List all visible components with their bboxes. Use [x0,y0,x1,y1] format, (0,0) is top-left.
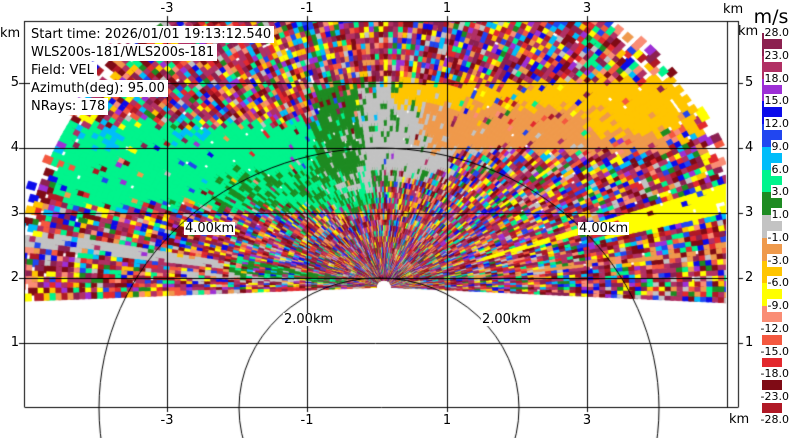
colorbar [762,33,782,420]
y-tick-label-left: 3 [10,205,19,220]
y-tick-label-left: 2 [10,270,19,285]
x-tick-label-bottom: -1 [300,413,314,428]
colorbar-tick-label: -12.0 [759,321,790,335]
x-tick-label-bottom: 1 [442,413,452,428]
instrument-text: WLS200s-181/WLS200s-181 [30,44,218,61]
colorbar-tick-label: 1.0 [770,208,790,222]
azimuth-text: Azimuth(deg): 95.00 [30,80,168,97]
range-ring-label-2km-west: 2.00km [283,312,335,327]
colorbar-tick-label: 9.0 [770,139,790,153]
colorbar-tick-label: 6.0 [770,162,790,176]
colorbar-tick-label: -15.0 [759,344,790,358]
x-tick-label-bottom: -3 [160,413,174,428]
colorbar-tick-label: 18.0 [763,71,790,85]
colorbar-tick-label: -28.0 [759,413,790,426]
colorbar-title: m/s [753,6,789,28]
x-tick-label-top: 3 [582,1,592,16]
x-tick-label-top: -1 [300,1,314,16]
y-tick-label-left: 5 [10,75,19,90]
start-time-text: Start time: 2026/01/01 19:13:12.540 [30,26,275,43]
colorbar-tick-label: -9.0 [766,299,790,313]
y-tick-label-left: 1 [10,335,19,350]
colorbar-tick-label: 3.0 [770,185,790,199]
colorbar-tick-label: -1.0 [766,230,790,244]
scan-info-box: Start time: 2026/01/01 19:13:12.540 WLS2… [30,26,275,116]
y-tick-label-right: 3 [745,205,754,220]
x-tick-label-top: 1 [442,1,452,16]
y-tick-label-right: 4 [745,140,754,155]
colorbar-tick-label: 12.0 [763,117,790,131]
x-tick-label-bottom: 3 [582,413,592,428]
bottom-axis-unit-label: km [729,412,750,427]
range-ring-label-4km-east: 4.00km [578,221,630,236]
y-tick-label-left: 4 [10,140,19,155]
colorbar-tick-label: -18.0 [759,367,790,381]
colorbar-tick-label: -6.0 [766,276,790,290]
right-axis-unit-label: km [738,24,759,39]
colorbar-tick-label: -23.0 [759,390,790,404]
top-axis-unit-label: km [723,2,744,17]
range-ring-label-4km-west: 4.00km [184,221,236,236]
y-tick-label-right: 1 [745,335,754,350]
colorbar-tick-label: -3.0 [766,253,790,267]
range-ring-label-2km-east: 2.00km [481,312,533,327]
colorbar-tick-label: 15.0 [763,94,790,108]
x-tick-label-top: -3 [160,1,174,16]
field-text: Field: VEL [30,62,97,79]
colorbar-tick-label: 28.0 [763,26,790,39]
left-axis-unit-label: km [0,26,21,41]
colorbar-tick-label: 23.0 [763,48,790,62]
nrays-text: NRays: 178 [30,98,109,115]
y-tick-label-right: 5 [745,75,754,90]
y-tick-label-right: 2 [745,270,754,285]
